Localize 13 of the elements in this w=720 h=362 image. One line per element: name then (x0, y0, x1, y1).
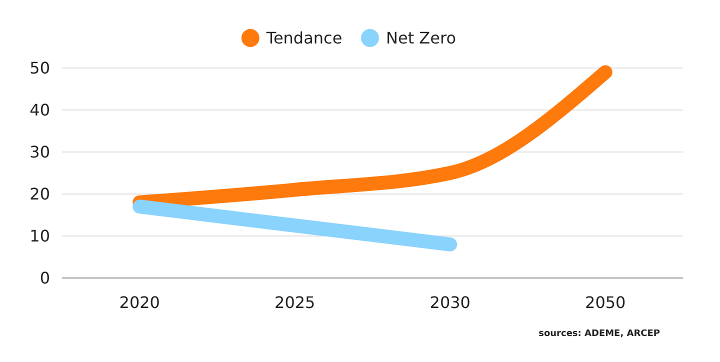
x-tick-label: 2025 (274, 293, 316, 312)
x-tick-label: 2020 (119, 293, 160, 312)
y-tick-label: 40 (30, 100, 50, 120)
y-tick-label: 0 (40, 268, 50, 288)
x-tick-label: 2030 (430, 293, 470, 312)
y-tick-label: 20 (30, 184, 50, 204)
legend-label: Tendance (265, 28, 342, 48)
legend-label: Net Zero (386, 28, 456, 48)
x-tick-label: 2050 (585, 293, 626, 312)
y-tick-label: 10 (30, 226, 50, 246)
y-tick-label: 50 (30, 58, 50, 78)
source-note: sources: ADEME, ARCEP (538, 329, 660, 339)
y-tick-label: 30 (30, 142, 50, 162)
